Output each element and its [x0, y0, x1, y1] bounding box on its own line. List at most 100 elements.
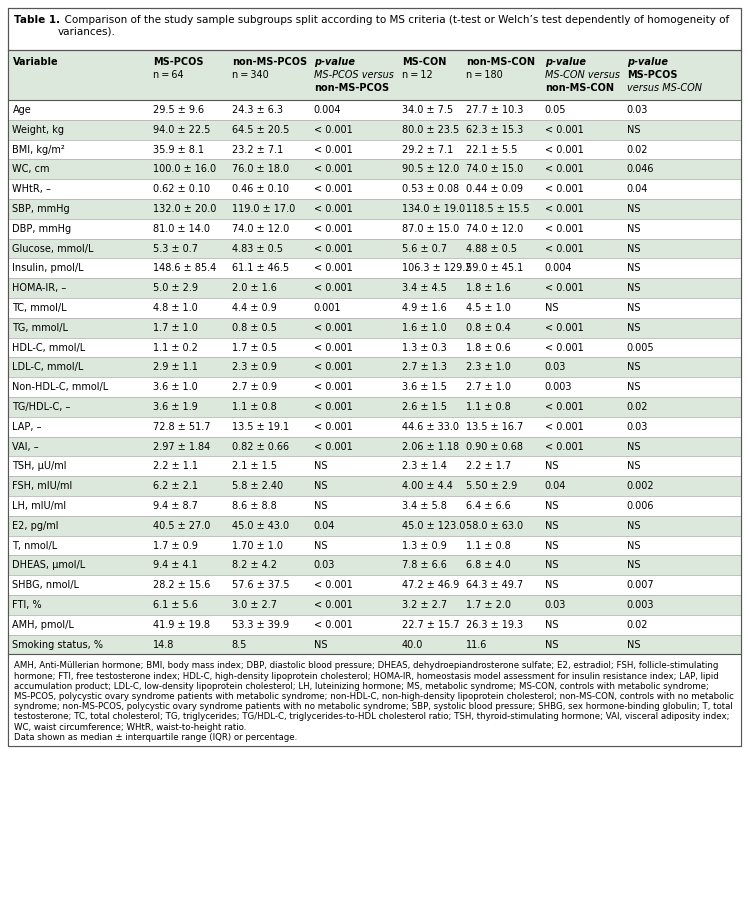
- Text: hormone; FTI, free testosterone index; HDL-C, high-density lipoprotein cholester: hormone; FTI, free testosterone index; H…: [14, 672, 719, 680]
- Text: 47.2 ± 46.9: 47.2 ± 46.9: [401, 580, 459, 590]
- Text: 14.8: 14.8: [154, 640, 175, 650]
- Text: 0.03: 0.03: [545, 600, 566, 610]
- Bar: [8, 218, 741, 239]
- Text: 44.6 ± 33.0: 44.6 ± 33.0: [401, 421, 458, 431]
- Text: 45.0 ± 123.0: 45.0 ± 123.0: [401, 521, 465, 531]
- Text: HDL-C, mmol/L: HDL-C, mmol/L: [13, 342, 85, 353]
- Bar: [8, 357, 741, 377]
- Text: Non-HDL-C, mmol/L: Non-HDL-C, mmol/L: [13, 382, 109, 392]
- Text: NS: NS: [545, 501, 558, 511]
- Text: WHtR, –: WHtR, –: [13, 185, 52, 195]
- Text: NS: NS: [627, 303, 640, 313]
- Text: < 0.001: < 0.001: [314, 323, 353, 333]
- Text: 3.6 ± 1.0: 3.6 ± 1.0: [154, 382, 198, 392]
- Text: testosterone; TC, total cholesterol; TG, triglycerides; TG/HDL-C, triglycerides-: testosterone; TC, total cholesterol; TG,…: [14, 712, 730, 722]
- Text: 1.1 ± 0.8: 1.1 ± 0.8: [466, 402, 511, 412]
- Text: 80.0 ± 23.5: 80.0 ± 23.5: [401, 125, 459, 135]
- Text: 64.3 ± 49.7: 64.3 ± 49.7: [466, 580, 524, 590]
- Bar: [8, 576, 741, 595]
- Text: p-value: p-value: [627, 57, 668, 67]
- Text: < 0.001: < 0.001: [314, 442, 353, 452]
- Text: 1.6 ± 1.0: 1.6 ± 1.0: [401, 323, 446, 333]
- Text: 62.3 ± 15.3: 62.3 ± 15.3: [466, 125, 524, 135]
- Text: 1.7 ± 0.9: 1.7 ± 0.9: [154, 541, 198, 551]
- Text: < 0.001: < 0.001: [314, 204, 353, 214]
- Text: 81.0 ± 14.0: 81.0 ± 14.0: [154, 224, 210, 234]
- Bar: [8, 338, 741, 357]
- Text: p-value: p-value: [545, 57, 586, 67]
- Text: NS: NS: [545, 620, 558, 630]
- Text: < 0.001: < 0.001: [314, 421, 353, 431]
- Bar: [8, 278, 741, 298]
- Text: 4.83 ± 0.5: 4.83 ± 0.5: [231, 243, 282, 253]
- Text: 0.46 ± 0.10: 0.46 ± 0.10: [231, 185, 288, 195]
- Text: MS-PCOS, polycystic ovary syndrome patients with metabolic syndrome; non-HDL-C, : MS-PCOS, polycystic ovary syndrome patie…: [14, 692, 734, 701]
- Text: 13.5 ± 19.1: 13.5 ± 19.1: [231, 421, 289, 431]
- Text: 34.0 ± 7.5: 34.0 ± 7.5: [401, 105, 453, 115]
- Text: < 0.001: < 0.001: [545, 224, 583, 234]
- Text: SBP, mmHg: SBP, mmHg: [13, 204, 70, 214]
- Text: FTI, %: FTI, %: [13, 600, 42, 610]
- Text: LH, mIU/ml: LH, mIU/ml: [13, 501, 67, 511]
- Text: 2.6 ± 1.5: 2.6 ± 1.5: [401, 402, 446, 412]
- Text: 0.90 ± 0.68: 0.90 ± 0.68: [466, 442, 524, 452]
- Text: 1.70 ± 1.0: 1.70 ± 1.0: [231, 541, 282, 551]
- Text: 26.3 ± 19.3: 26.3 ± 19.3: [466, 620, 524, 630]
- Bar: [8, 318, 741, 338]
- Text: < 0.001: < 0.001: [314, 363, 353, 373]
- Text: 0.02: 0.02: [627, 402, 648, 412]
- Text: 23.2 ± 7.1: 23.2 ± 7.1: [231, 145, 283, 154]
- Text: 1.7 ± 0.5: 1.7 ± 0.5: [231, 342, 276, 353]
- Text: 2.7 ± 1.0: 2.7 ± 1.0: [466, 382, 512, 392]
- Bar: [8, 140, 741, 160]
- Text: < 0.001: < 0.001: [314, 402, 353, 412]
- Text: 2.2 ± 1.1: 2.2 ± 1.1: [154, 462, 198, 472]
- Text: 2.06 ± 1.18: 2.06 ± 1.18: [401, 442, 459, 452]
- Text: 2.1 ± 1.5: 2.1 ± 1.5: [231, 462, 276, 472]
- Text: NS: NS: [545, 640, 558, 650]
- Text: NS: NS: [314, 462, 327, 472]
- Text: 90.5 ± 12.0: 90.5 ± 12.0: [401, 164, 459, 174]
- Text: NS: NS: [627, 125, 640, 135]
- Text: < 0.001: < 0.001: [545, 125, 583, 135]
- Bar: [8, 298, 741, 318]
- Text: NS: NS: [627, 382, 640, 392]
- Text: 1.1 ± 0.2: 1.1 ± 0.2: [154, 342, 198, 353]
- Text: 4.88 ± 0.5: 4.88 ± 0.5: [466, 243, 518, 253]
- Text: 9.4 ± 4.1: 9.4 ± 4.1: [154, 560, 198, 570]
- Text: 6.2 ± 2.1: 6.2 ± 2.1: [154, 481, 198, 491]
- Text: 2.97 ± 1.84: 2.97 ± 1.84: [154, 442, 210, 452]
- Text: AMH, Anti-Müllerian hormone; BMI, body mass index; DBP, diastolic blood pressure: AMH, Anti-Müllerian hormone; BMI, body m…: [14, 661, 718, 670]
- Text: n = 340: n = 340: [231, 70, 268, 80]
- Text: 3.6 ± 1.5: 3.6 ± 1.5: [401, 382, 446, 392]
- Text: 0.004: 0.004: [314, 105, 342, 115]
- Text: < 0.001: < 0.001: [314, 164, 353, 174]
- Text: LDL-C, mmol/L: LDL-C, mmol/L: [13, 363, 84, 373]
- Text: 8.2 ± 4.2: 8.2 ± 4.2: [231, 560, 276, 570]
- Text: 2.3 ± 1.4: 2.3 ± 1.4: [401, 462, 446, 472]
- Text: 134.0 ± 19.0: 134.0 ± 19.0: [401, 204, 465, 214]
- Text: 119.0 ± 17.0: 119.0 ± 17.0: [231, 204, 295, 214]
- Text: NS: NS: [627, 323, 640, 333]
- Text: non-MS-PCOS: non-MS-PCOS: [314, 83, 389, 93]
- Text: 0.04: 0.04: [314, 521, 335, 531]
- Text: 0.046: 0.046: [627, 164, 655, 174]
- Text: 0.03: 0.03: [545, 363, 566, 373]
- Text: non-MS-PCOS: non-MS-PCOS: [231, 57, 307, 67]
- Text: < 0.001: < 0.001: [545, 145, 583, 154]
- Text: 28.2 ± 15.6: 28.2 ± 15.6: [154, 580, 210, 590]
- Text: < 0.001: < 0.001: [545, 342, 583, 353]
- Text: < 0.001: < 0.001: [545, 402, 583, 412]
- Text: MS-PCOS: MS-PCOS: [627, 70, 677, 80]
- Text: VAI, –: VAI, –: [13, 442, 39, 452]
- Text: TC, mmol/L: TC, mmol/L: [13, 303, 67, 313]
- Text: Weight, kg: Weight, kg: [13, 125, 64, 135]
- Text: 6.1 ± 5.6: 6.1 ± 5.6: [154, 600, 198, 610]
- Text: 4.9 ± 1.6: 4.9 ± 1.6: [401, 303, 446, 313]
- Text: 0.005: 0.005: [627, 342, 655, 353]
- Text: 5.50 ± 2.9: 5.50 ± 2.9: [466, 481, 518, 491]
- Text: 0.03: 0.03: [627, 421, 648, 431]
- Text: 2.3 ± 1.0: 2.3 ± 1.0: [466, 363, 511, 373]
- Text: WC, waist circumference; WHtR, waist-to-height ratio.: WC, waist circumference; WHtR, waist-to-…: [14, 722, 246, 732]
- Text: SHBG, nmol/L: SHBG, nmol/L: [13, 580, 79, 590]
